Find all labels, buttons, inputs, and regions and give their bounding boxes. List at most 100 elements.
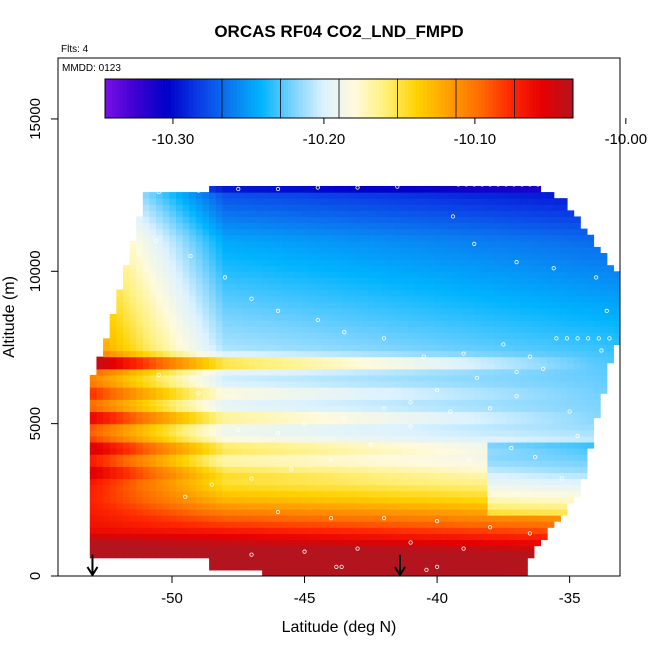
heatmap-cell-1953	[308, 192, 316, 199]
heatmap-cell-2465	[361, 192, 369, 199]
heatmap-cell-1761	[288, 192, 296, 199]
heatmap-cell-1139	[228, 496, 237, 504]
heatmap-cell-2834	[401, 283, 409, 291]
heatmap-cell-4444	[580, 411, 588, 419]
heatmap-cell-2129	[328, 289, 336, 297]
heatmap-cell-3319	[454, 448, 462, 455]
heatmap-cell-4219	[547, 283, 555, 291]
heatmap-cell-1529	[268, 435, 276, 443]
heatmap-cell-1759	[288, 204, 296, 211]
heatmap-cell-3416	[460, 246, 469, 254]
heatmap-cell-1048	[215, 283, 223, 291]
heatmap-cell-3471	[467, 301, 475, 309]
heatmap-cell-3039	[421, 204, 429, 211]
heatmap-cell-3661	[487, 313, 495, 321]
heatmap-cell-3198	[441, 405, 449, 413]
heatmap-cell-4235	[553, 515, 561, 522]
heatmap-cell-1425	[255, 289, 263, 297]
heatmap-cell-1987	[315, 374, 323, 382]
heatmap-cell-3678	[487, 210, 495, 218]
heatmap-cell-4083	[533, 423, 542, 431]
heatmap-cell-2401	[354, 192, 363, 199]
heatmap-cell-1758	[288, 210, 296, 218]
heatmap-cell-3206	[441, 356, 449, 364]
heatmap-cell-3068	[427, 417, 436, 425]
heatmap-cell-4141	[540, 423, 548, 431]
heatmap-cell-1958	[315, 551, 323, 559]
heatmap-cell-2146	[328, 185, 336, 193]
heatmap-cell-1840	[301, 490, 310, 498]
heatmap-cell-800	[189, 301, 197, 309]
heatmap-cell-564	[162, 277, 170, 285]
heatmap-cell-2614	[381, 454, 389, 461]
heatmap-cell-3812	[507, 563, 515, 571]
heatmap-cell-2657	[381, 192, 389, 199]
heatmap-cell-3483	[467, 228, 475, 236]
heatmap-cell-3943	[520, 545, 528, 553]
heatmap-cell-4532	[593, 277, 601, 285]
heatmap-cell-3437	[467, 508, 475, 516]
heatmap-cell-426	[149, 387, 157, 394]
heatmap-cell-4394	[573, 454, 581, 461]
heatmap-cell-328	[136, 277, 144, 285]
heatmap-cell-3928	[513, 246, 522, 254]
heatmap-cell-3347	[454, 277, 462, 285]
heatmap-cell-1664	[282, 393, 290, 400]
heatmap-cell-1454	[262, 502, 270, 510]
heatmap-cell-4212	[547, 326, 555, 333]
heatmap-cell-3042	[421, 185, 429, 193]
heatmap-cell-497	[156, 320, 164, 327]
heatmap-cell-4006	[527, 533, 535, 541]
heatmap-cell-1120	[222, 228, 230, 236]
heatmap-cell-396	[142, 204, 151, 211]
heatmap-cell-1304	[242, 259, 250, 266]
heatmap-cell-1793	[295, 387, 303, 394]
heatmap-cell-3971	[520, 374, 528, 382]
heatmap-cell-1854	[301, 405, 310, 413]
heatmap-cell-289	[136, 515, 144, 522]
heatmap-cell-1461	[262, 460, 270, 467]
heatmap-cell-79	[103, 454, 111, 461]
heatmap-cell-2282	[348, 527, 356, 534]
heatmap-cell-2059	[321, 326, 329, 333]
heatmap-cell-3066	[427, 429, 436, 437]
heatmap-cell-2350	[354, 502, 363, 510]
heatmap-cell-3773	[500, 411, 508, 419]
heatmap-cell-1906	[308, 478, 316, 486]
heatmap-cell-3588	[480, 368, 489, 376]
heatmap-cell-2650	[381, 234, 389, 242]
heatmap-cell-2987	[421, 521, 429, 528]
heatmap-cell-568	[162, 253, 170, 260]
heatmap-cell-3163	[434, 228, 442, 236]
heatmap-cell-4201	[547, 393, 555, 400]
heatmap-cell-960	[209, 435, 217, 443]
heatmap-cell-2083	[328, 569, 336, 576]
heatmap-cell-3023	[421, 301, 429, 309]
heatmap-cell-1133	[228, 533, 237, 541]
heatmap-cell-4343	[566, 478, 575, 486]
heatmap-cell-943	[209, 539, 217, 547]
heatmap-cell-4338	[560, 204, 568, 211]
heatmap-cell-1555	[268, 277, 276, 285]
heatmap-cell-3705	[494, 435, 502, 443]
heatmap-cell-3037	[421, 216, 429, 224]
heatmap-cell-647	[175, 502, 184, 510]
heatmap-cell-738	[182, 313, 190, 321]
heatmap-cell-4456	[580, 338, 588, 346]
heatmap-cell-685	[175, 271, 184, 278]
heatmap-cell-3004	[421, 417, 429, 425]
heatmap-cell-1042	[215, 320, 223, 327]
heatmap-cell-2221	[341, 508, 349, 516]
heatmap-cell-4260	[553, 362, 561, 370]
heatmap-cell-3852	[507, 320, 515, 327]
heatmap-cell-3439	[467, 496, 475, 504]
heatmap-cell-3637	[487, 460, 495, 467]
heatmap-cell-644	[175, 521, 184, 528]
heatmap-cell-3241	[447, 533, 455, 541]
heatmap-cell-3380	[460, 466, 469, 473]
heatmap-cell-690	[175, 240, 184, 248]
heatmap-cell-4012	[527, 496, 535, 504]
heatmap-cell-1773	[295, 508, 303, 516]
heatmap-cell-4246	[553, 448, 561, 455]
heatmap-cell-2815	[401, 399, 409, 406]
